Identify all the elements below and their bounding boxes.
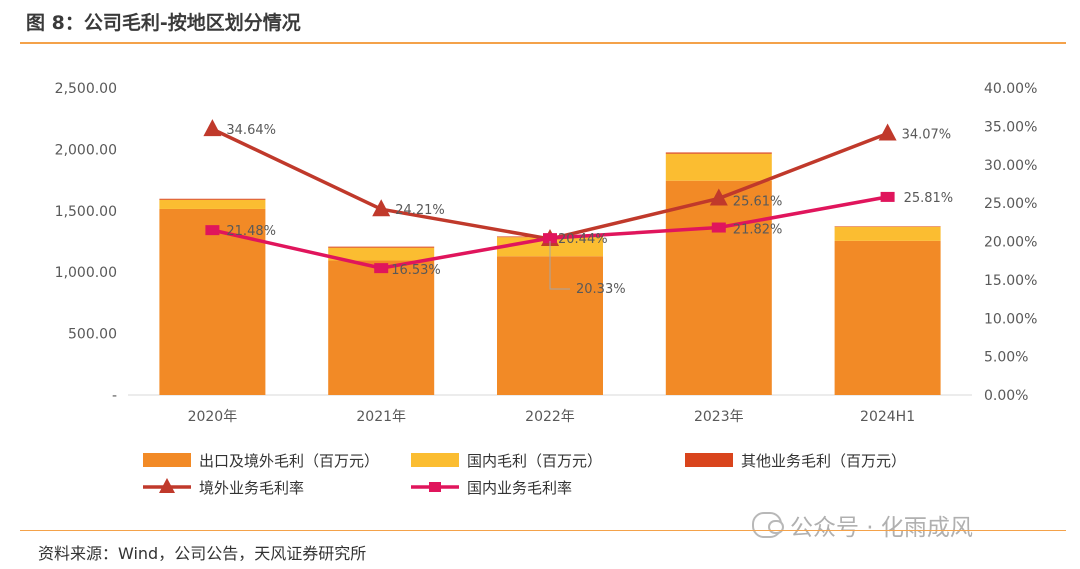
x-tick-label: 2023年 <box>694 409 744 425</box>
x-tick-label: 2021年 <box>356 409 406 425</box>
data-label: 25.81% <box>904 191 954 206</box>
data-label: 25.61% <box>733 194 783 209</box>
line-marker-triangle <box>203 119 222 137</box>
watermark: 公众号 · 化雨成风 <box>752 508 973 542</box>
line-marker-triangle <box>878 123 897 141</box>
bar-series2-2 <box>328 247 435 261</box>
legend-swatch-2 <box>411 453 459 467</box>
data-label: 16.53% <box>391 263 441 278</box>
data-label: 20.44% <box>558 232 608 247</box>
line-marker-square <box>880 191 895 202</box>
y-right-tick-label: 35.00% <box>984 119 1037 135</box>
y-left-tick-label: 2,000.00 <box>55 142 117 158</box>
y-right-tick-label: 20.00% <box>984 235 1037 251</box>
line-marker-square <box>374 263 389 274</box>
data-label: 20.33% <box>576 282 626 297</box>
line-marker-square <box>711 222 726 233</box>
line-marker-triangle <box>709 188 728 206</box>
bar-series2-1 <box>159 199 266 209</box>
line-series1 <box>211 127 889 241</box>
source-note: 资料来源：Wind，公司公告，天风证券研究所 <box>38 544 367 563</box>
y-left-tick-label: 500.00 <box>68 327 117 343</box>
bar-series3-4 <box>665 152 772 154</box>
data-label: 21.48% <box>226 224 276 239</box>
data-label: 21.82% <box>733 223 783 238</box>
leader-line <box>549 240 570 290</box>
bar-series1-4 <box>665 180 772 395</box>
line-marker-square <box>205 225 220 236</box>
y-right-tick-label: 0.00% <box>984 388 1028 404</box>
figure-title: 图 8：公司毛利-按地区划分情况 <box>26 12 301 34</box>
legend-swatch-1 <box>143 453 191 467</box>
legend-label: 其他业务毛利（百万元） <box>741 452 906 470</box>
y-right-tick-label: 5.00% <box>984 350 1028 366</box>
x-tick-label: 2020年 <box>188 409 238 425</box>
y-left-tick-label: 1,000.00 <box>55 265 117 281</box>
legend-label: 国内业务毛利率 <box>467 479 572 497</box>
y-left-tick-label: - <box>112 388 117 404</box>
line-marker-square <box>543 233 557 244</box>
legend-marker-square <box>429 482 441 492</box>
source-divider <box>20 530 1066 531</box>
bar-series2-4 <box>665 153 772 181</box>
bar-series2-5 <box>834 226 941 241</box>
legend-marker-triangle <box>159 478 175 493</box>
x-tick-label: 2024H1 <box>860 409 915 425</box>
x-tick-label: 2022年 <box>525 409 575 425</box>
title-divider <box>20 42 1066 44</box>
bar-series1-1 <box>159 208 266 395</box>
legend-label: 国内毛利（百万元） <box>467 452 602 470</box>
y-right-tick-label: 30.00% <box>984 158 1037 174</box>
watermark-text: 公众号 · 化雨成风 <box>790 515 973 541</box>
bar-series1-2 <box>328 260 435 395</box>
y-right-tick-label: 10.00% <box>984 311 1037 327</box>
bar-series3-1 <box>159 198 266 200</box>
data-label: 24.21% <box>395 203 445 218</box>
legend-label: 境外业务毛利率 <box>199 479 304 497</box>
line-marker-triangle <box>372 199 391 217</box>
data-label: 34.07% <box>902 128 952 143</box>
bar-series3-2 <box>328 246 435 248</box>
y-right-tick-label: 15.00% <box>984 273 1037 289</box>
y-right-tick-label: 40.00% <box>984 81 1037 97</box>
y-left-tick-label: 2,500.00 <box>55 81 117 97</box>
bar-series1-5 <box>834 240 941 395</box>
data-label: 34.64% <box>226 123 276 138</box>
y-right-tick-label: 25.00% <box>984 196 1037 212</box>
wechat-icon <box>752 512 784 538</box>
legend-swatch-3 <box>685 453 733 467</box>
legend-label: 出口及境外毛利（百万元） <box>199 452 379 470</box>
y-left-tick-label: 1,500.00 <box>55 204 117 220</box>
